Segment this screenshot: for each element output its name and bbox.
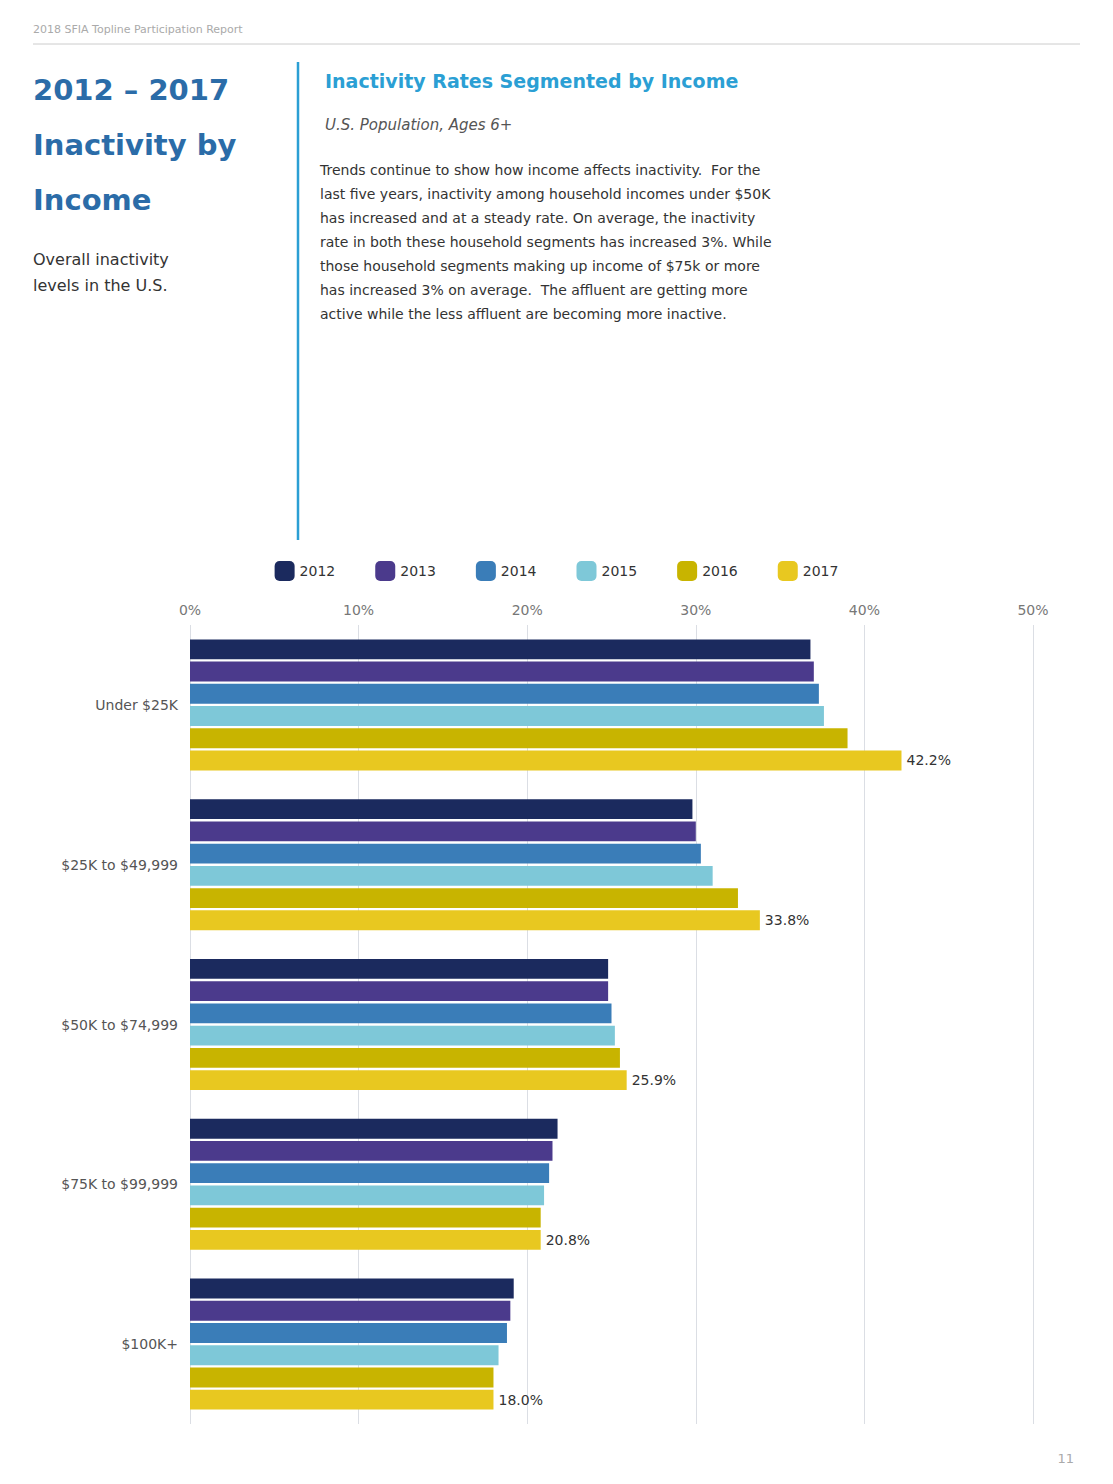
svg-text:2018 SFIA Topline Participatio: 2018 SFIA Topline Participation Report xyxy=(33,23,243,36)
svg-text:25.9%: 25.9% xyxy=(632,1072,676,1088)
svg-text:33.8%: 33.8% xyxy=(765,912,809,928)
svg-text:U.S. Population, Ages 6+: U.S. Population, Ages 6+ xyxy=(325,116,512,134)
svg-text:$100K+: $100K+ xyxy=(121,1336,178,1352)
svg-text:42.2%: 42.2% xyxy=(906,752,950,768)
svg-text:levels in the U.S.: levels in the U.S. xyxy=(33,276,168,295)
svg-text:40%: 40% xyxy=(849,602,880,618)
svg-text:Income: Income xyxy=(33,183,151,217)
svg-text:Trends continue to show how in: Trends continue to show how income affec… xyxy=(319,162,760,178)
svg-text:Inactivity by: Inactivity by xyxy=(33,128,236,162)
svg-text:10%: 10% xyxy=(343,602,374,618)
svg-text:has increased 3% on average.: has increased 3% on average. The affluen… xyxy=(320,282,748,298)
svg-text:2016: 2016 xyxy=(702,563,738,579)
svg-text:has increased and at a steady: has increased and at a steady rate. On a… xyxy=(320,210,755,226)
svg-text:Inactivity Rates Segmented by: Inactivity Rates Segmented by Income xyxy=(325,70,738,92)
svg-text:11: 11 xyxy=(1057,1451,1074,1466)
svg-text:$50K to $74,999: $50K to $74,999 xyxy=(61,1017,178,1033)
svg-text:18.0%: 18.0% xyxy=(498,1392,542,1408)
svg-text:20.8%: 20.8% xyxy=(546,1232,590,1248)
svg-text:2017: 2017 xyxy=(803,563,839,579)
svg-text:rate in both these household s: rate in both these household segments ha… xyxy=(320,234,772,250)
svg-text:0%: 0% xyxy=(179,602,201,618)
svg-text:2012: 2012 xyxy=(300,563,336,579)
svg-text:2012 – 2017: 2012 – 2017 xyxy=(33,73,229,107)
svg-text:50%: 50% xyxy=(1017,602,1048,618)
svg-text:2014: 2014 xyxy=(501,563,537,579)
svg-text:2013: 2013 xyxy=(400,563,436,579)
svg-text:20%: 20% xyxy=(512,602,543,618)
svg-text:those household segments makin: those household segments making up incom… xyxy=(320,258,760,274)
svg-text:Overall inactivity: Overall inactivity xyxy=(33,250,169,269)
svg-text:2015: 2015 xyxy=(602,563,638,579)
svg-text:$75K to $99,999: $75K to $99,999 xyxy=(61,1176,178,1192)
svg-text:$25K to $49,999: $25K to $49,999 xyxy=(61,857,178,873)
svg-text:30%: 30% xyxy=(680,602,711,618)
svg-text:last five years, inactivity am: last five years, inactivity among househ… xyxy=(320,186,771,202)
svg-text:active while the less affluent: active while the less affluent are becom… xyxy=(320,306,727,322)
svg-text:Under $25K: Under $25K xyxy=(95,697,179,713)
